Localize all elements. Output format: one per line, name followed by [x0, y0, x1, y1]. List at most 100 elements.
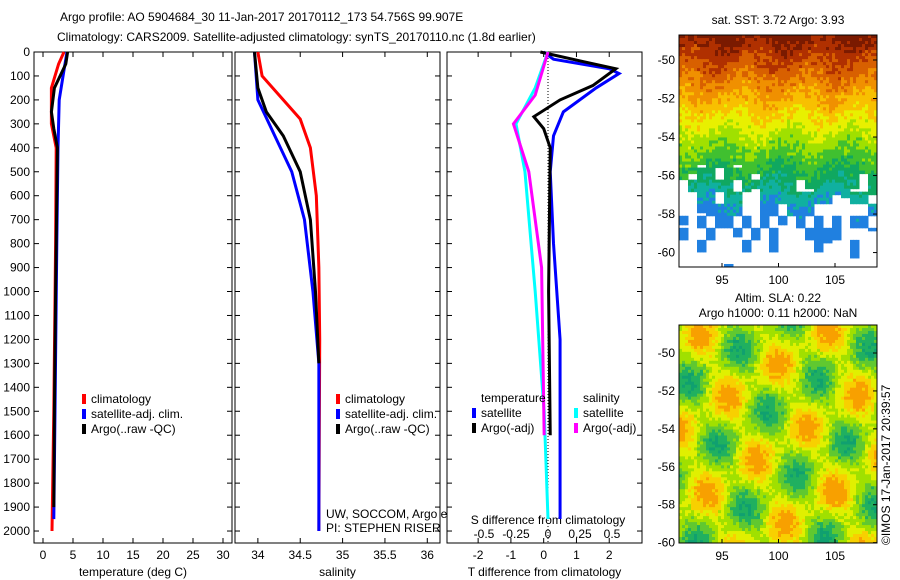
map-cell — [799, 62, 803, 66]
map-cell — [871, 179, 875, 184]
map-cell — [805, 50, 809, 54]
map-cell — [838, 125, 842, 129]
map-cell — [862, 354, 866, 359]
map-cell — [748, 131, 752, 135]
map-cell — [688, 185, 692, 190]
map-cell — [718, 119, 722, 123]
map-cell — [715, 50, 719, 54]
map-cell — [793, 146, 797, 150]
map-cell — [775, 101, 779, 105]
map-cell — [712, 110, 716, 114]
map-cell — [790, 98, 794, 102]
map-cell — [799, 80, 803, 84]
map-cell — [784, 68, 788, 72]
map-cell — [685, 218, 689, 223]
map-cell — [736, 98, 740, 102]
map-cell — [814, 167, 818, 172]
map-cell — [739, 354, 743, 359]
map-cell — [748, 239, 752, 244]
map-cell — [868, 146, 872, 150]
map-cell — [718, 77, 722, 81]
map-cell — [778, 149, 782, 154]
map-cell — [850, 245, 854, 250]
map-cell — [745, 71, 749, 75]
map-cell — [694, 137, 698, 141]
map-cell — [862, 218, 866, 223]
map-cell — [829, 143, 833, 147]
map-cell — [754, 107, 758, 111]
map-cell — [808, 131, 812, 135]
map-cell — [811, 233, 815, 238]
map-cell — [679, 342, 683, 347]
map-cell — [715, 56, 719, 60]
map-cell — [691, 134, 695, 138]
map-cell — [679, 351, 683, 356]
map-cell — [715, 98, 719, 102]
map-cell — [718, 56, 722, 60]
map-cell — [739, 176, 743, 181]
map-cell — [733, 143, 737, 147]
map-cell — [700, 59, 704, 63]
map-cell — [826, 80, 830, 84]
map-cell — [682, 161, 686, 166]
map-cell — [724, 86, 728, 90]
map-cell — [769, 44, 773, 48]
map-cell — [766, 59, 770, 63]
map-cell — [733, 95, 737, 99]
map-cell — [691, 119, 695, 123]
map-cell — [694, 104, 698, 108]
map-cell — [838, 59, 842, 63]
map-cell — [766, 50, 770, 54]
map-cell — [808, 128, 812, 132]
series-line — [542, 50, 623, 520]
map-cell — [796, 53, 800, 57]
map-cell — [763, 336, 767, 341]
map-cell — [865, 224, 869, 229]
map-cell — [871, 206, 875, 211]
map-cell — [775, 325, 779, 329]
map-cell — [748, 173, 752, 178]
map-cell — [736, 113, 740, 117]
map-cell — [739, 152, 743, 157]
map-cell — [856, 158, 860, 163]
map-cell — [832, 221, 836, 226]
map-cell — [700, 98, 704, 102]
map-cell — [700, 209, 704, 214]
map-cell — [829, 137, 833, 141]
map-cell — [802, 92, 806, 96]
map-cell — [832, 182, 836, 187]
map-cell — [739, 351, 743, 356]
map-cell — [802, 197, 806, 202]
map-cell — [724, 173, 728, 178]
map-cell — [691, 47, 695, 51]
map-cell — [757, 185, 761, 190]
map-cell — [796, 339, 800, 344]
map-cell — [865, 89, 869, 93]
map-cell — [850, 339, 854, 344]
map-cell — [706, 330, 710, 335]
map-cell — [832, 215, 836, 220]
map-cell — [805, 44, 809, 48]
map-cell — [775, 71, 779, 75]
map-cell — [724, 149, 728, 154]
map-cell — [727, 134, 731, 138]
map-cell — [805, 200, 809, 205]
map-cell — [778, 357, 782, 362]
map-cell — [679, 62, 683, 66]
map-cell — [679, 330, 683, 335]
map-cell — [691, 110, 695, 114]
map-cell — [721, 68, 725, 72]
map-cell — [796, 71, 800, 75]
map-cell — [772, 116, 776, 120]
map-cell — [733, 354, 737, 359]
map-cell — [865, 95, 869, 99]
map-cell — [748, 107, 752, 111]
map-cell — [847, 176, 851, 181]
map-cell — [775, 68, 779, 72]
map-cell — [820, 164, 824, 169]
map-cell — [874, 119, 878, 123]
map-cell — [694, 128, 698, 132]
map-cell — [808, 200, 812, 205]
map-cell — [760, 191, 764, 196]
map-cell — [775, 140, 779, 144]
